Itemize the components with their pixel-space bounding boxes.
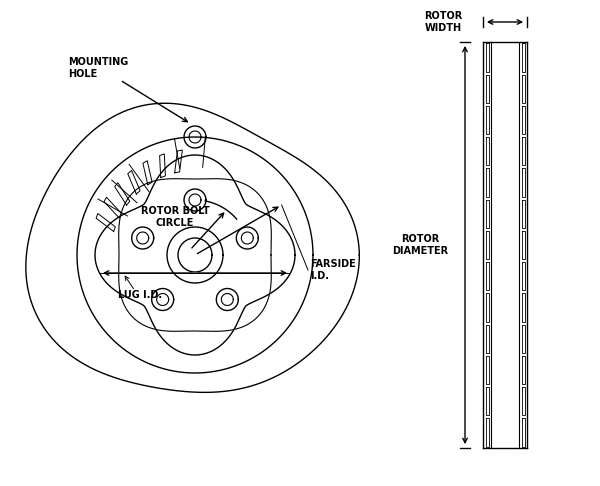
Text: ROTOR BOLT
CIRCLE: ROTOR BOLT CIRCLE (140, 206, 209, 228)
Text: ROTOR
DIAMETER: ROTOR DIAMETER (392, 234, 448, 256)
Text: MOUNTING
HOLE: MOUNTING HOLE (68, 57, 128, 79)
Text: LUG I.D.: LUG I.D. (118, 290, 162, 300)
Text: ROTOR
WIDTH: ROTOR WIDTH (424, 11, 462, 33)
Text: FARSIDE
I.D.: FARSIDE I.D. (310, 259, 356, 281)
